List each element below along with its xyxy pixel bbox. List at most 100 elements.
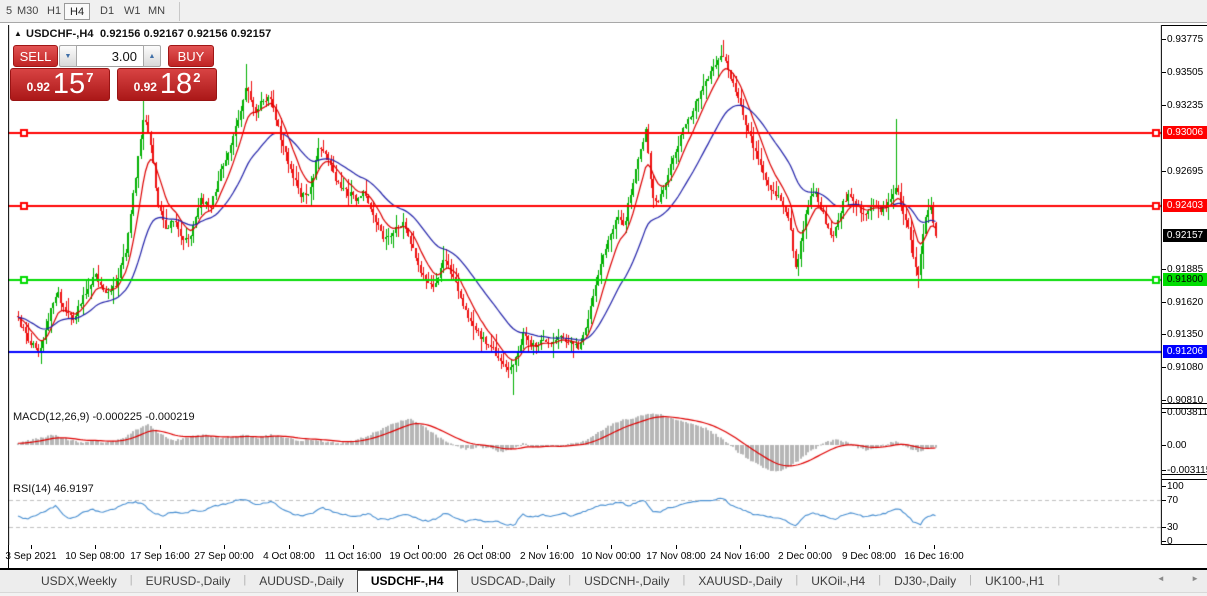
macd-axis-label: 0.003811 bbox=[1167, 407, 1207, 418]
price-axis-tick bbox=[1162, 302, 1166, 303]
time-axis-label: 3 Sep 2021 bbox=[5, 551, 57, 562]
price-axis-tick-label: 0.91620 bbox=[1167, 297, 1204, 308]
timeframe-button-w1[interactable]: W1 bbox=[124, 5, 141, 17]
price-axis-tick-label: 0.92695 bbox=[1167, 166, 1204, 177]
macd-axis-tick bbox=[1162, 470, 1166, 471]
time-axis-label: 19 Oct 00:00 bbox=[389, 551, 447, 562]
buy-price-button[interactable]: 0.92 18 2 bbox=[117, 68, 217, 101]
chart-title: ▲ USDCHF-,H4 0.92156 0.92167 0.92156 0.92… bbox=[14, 28, 271, 40]
volume-decrease-button[interactable]: ▼ bbox=[59, 45, 77, 67]
price-axis-tick-label: 0.91885 bbox=[1167, 264, 1204, 275]
tab-item-usdcad-daily[interactable]: USDCAD-,Daily bbox=[470, 574, 556, 588]
chart-window-left-border bbox=[8, 544, 9, 568]
tab-item-eurusd-daily[interactable]: EURUSD-,Daily bbox=[145, 574, 231, 588]
price-axis-tick-label: 0.91080 bbox=[1167, 362, 1204, 373]
tab-scroll-arrows: ◄ ► bbox=[1133, 574, 1199, 583]
tab-item-ukoil-h4[interactable]: UKOil-,H4 bbox=[811, 574, 866, 588]
time-axis-tick bbox=[869, 545, 870, 549]
rsi-indicator-label: RSI(14) 46.9197 bbox=[13, 483, 94, 495]
rsi-axis-tick bbox=[1162, 500, 1166, 501]
timeframe-button-5[interactable]: 5 bbox=[6, 5, 13, 17]
price-axis-tick bbox=[1162, 39, 1166, 40]
time-axis-label: 10 Nov 00:00 bbox=[581, 551, 641, 562]
price-axis-tick bbox=[1162, 105, 1166, 106]
timeframe-toolbar: 5 M30 H1 H4 D1 W1 MN bbox=[0, 0, 1207, 23]
time-axis-label: 17 Sep 16:00 bbox=[130, 551, 190, 562]
sell-price-point: 7 bbox=[86, 70, 94, 85]
timeframe-button-h1[interactable]: H1 bbox=[47, 5, 62, 17]
price-axis-tick-label: 0.90810 bbox=[1167, 395, 1204, 406]
status-strip bbox=[0, 593, 1207, 596]
rsi-axis-label: 70 bbox=[1167, 495, 1179, 506]
tab-separator: | bbox=[795, 574, 799, 586]
tab-item-usdchf-h4[interactable]: USDCHF-,H4 bbox=[356, 570, 458, 592]
time-axis-label: 17 Nov 08:00 bbox=[646, 551, 706, 562]
timeframe-button-h4[interactable]: H4 bbox=[64, 3, 91, 20]
price-line-badge: 0.92403 bbox=[1163, 199, 1207, 212]
price-line-badge: 0.91206 bbox=[1163, 345, 1207, 358]
volume-increase-button[interactable]: ▲ bbox=[143, 45, 161, 67]
tab-item-audusd-daily[interactable]: AUDUSD-,Daily bbox=[259, 574, 344, 588]
buy-button[interactable]: BUY bbox=[168, 45, 214, 67]
tab-scroll-right-icon[interactable]: ► bbox=[1191, 574, 1199, 583]
price-line-badge: 0.91800 bbox=[1163, 273, 1207, 286]
time-axis-tick bbox=[805, 545, 806, 549]
tab-scroll-left-icon[interactable]: ◄ bbox=[1156, 574, 1165, 583]
timeframe-button-d1[interactable]: D1 bbox=[100, 5, 115, 17]
tab-separator: | bbox=[1057, 574, 1061, 586]
rsi-axis-tick bbox=[1162, 541, 1166, 542]
time-axis-label: 24 Nov 16:00 bbox=[710, 551, 770, 562]
sell-button[interactable]: SELL bbox=[13, 45, 58, 67]
price-axis-tick bbox=[1162, 334, 1166, 335]
tab-separator: | bbox=[129, 574, 133, 586]
sell-price-button[interactable]: 0.92 15 7 bbox=[10, 68, 110, 101]
macd-indicator-label: MACD(12,26,9) -0.000225 -0.000219 bbox=[13, 411, 195, 423]
time-axis-tick bbox=[934, 545, 935, 549]
time-axis-label: 27 Sep 00:00 bbox=[194, 551, 254, 562]
price-axis-tick-label: 0.93775 bbox=[1167, 34, 1204, 45]
time-axis-tick bbox=[547, 545, 548, 549]
rsi-axis-label: 30 bbox=[1167, 522, 1179, 533]
timeframe-button-mn[interactable]: MN bbox=[148, 5, 166, 17]
volume-input[interactable] bbox=[77, 45, 143, 67]
tab-item-dj30-daily[interactable]: DJ30-,Daily bbox=[894, 574, 957, 588]
macd-axis-label: -0.003115 bbox=[1167, 465, 1207, 476]
time-axis-tick bbox=[289, 545, 290, 549]
time-axis-tick bbox=[676, 545, 677, 549]
time-axis-label: 2 Nov 16:00 bbox=[520, 551, 574, 562]
time-axis-label: 10 Sep 08:00 bbox=[65, 551, 125, 562]
time-axis-tick bbox=[611, 545, 612, 549]
sell-price-prefix: 0.92 bbox=[26, 80, 50, 94]
toolbar-separator bbox=[179, 2, 180, 21]
time-axis-label: 2 Dec 00:00 bbox=[778, 551, 832, 562]
price-axis-tick-label: 0.93235 bbox=[1167, 100, 1204, 111]
tab-item-usdcnh-daily[interactable]: USDCNH-,Daily bbox=[584, 574, 670, 588]
time-axis-tick bbox=[418, 545, 419, 549]
sell-price-pips: 15 bbox=[52, 68, 86, 100]
collapse-arrow-icon[interactable]: ▲ bbox=[14, 29, 23, 38]
chevron-up-icon: ▲ bbox=[148, 53, 156, 60]
chart-ohlc-values: 0.92156 0.92167 0.92156 0.92157 bbox=[99, 28, 272, 40]
price-axis-tick bbox=[1162, 400, 1166, 401]
timeframe-button-m30[interactable]: M30 bbox=[17, 5, 39, 17]
rsi-axis-tick bbox=[1162, 527, 1166, 528]
tab-separator: | bbox=[969, 574, 972, 586]
time-axis-label: 4 Oct 08:00 bbox=[263, 551, 315, 562]
chart-tab-bar: USDX,Weekly | EURUSD-,Daily | AUDUSD-,Daily U… bbox=[0, 570, 1207, 593]
tab-item-usdx-weekly[interactable]: USDX,Weekly bbox=[41, 574, 117, 588]
chart-window-bottom-border bbox=[0, 568, 1207, 570]
tab-separator: | bbox=[682, 574, 686, 586]
time-axis-tick bbox=[31, 545, 32, 549]
time-axis-label: 16 Dec 16:00 bbox=[904, 551, 964, 562]
tab-separator: | bbox=[878, 574, 882, 586]
rsi-axis-label: 0 bbox=[1167, 536, 1173, 547]
price-chart-canvas[interactable] bbox=[8, 25, 1162, 545]
time-axis-tick bbox=[482, 545, 483, 549]
price-axis-tick bbox=[1162, 72, 1166, 73]
tab-item-xauusd-daily[interactable]: XAUUSD-,Daily bbox=[698, 574, 783, 588]
time-axis-tick bbox=[224, 545, 225, 549]
price-line-badge: 0.93006 bbox=[1163, 126, 1207, 139]
tab-item-uk100-h1[interactable]: UK100-,H1 bbox=[984, 574, 1045, 588]
time-axis-tick bbox=[740, 545, 741, 549]
